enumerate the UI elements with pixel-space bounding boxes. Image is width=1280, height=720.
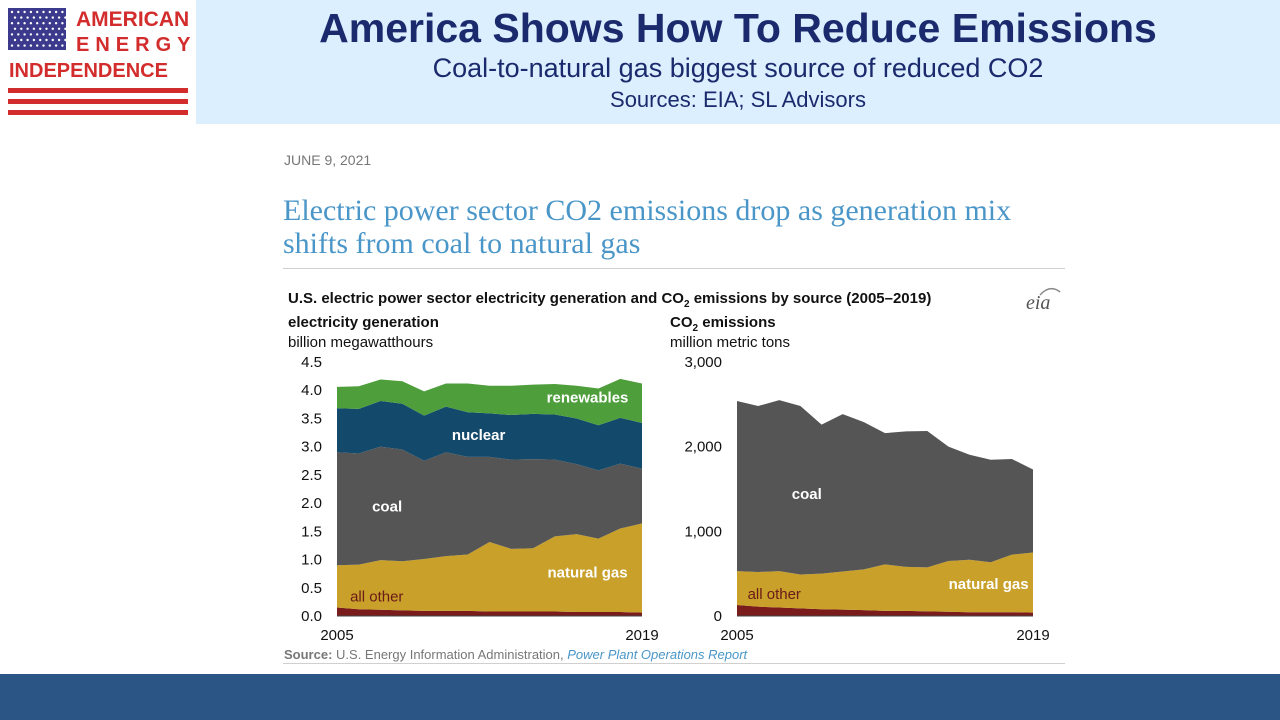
emissions-y-tick-label: 1,000 <box>684 523 722 540</box>
generation-panel-unit: billion megawatthours <box>288 334 434 351</box>
figure-title-prefix: U.S. electric power sector electricity g… <box>288 290 684 307</box>
generation-series-label-natural-gas: natural gas <box>548 565 628 582</box>
flag-stars-icon <box>8 8 66 50</box>
logo-stripe <box>8 99 188 104</box>
emissions-panel-title: CO2 emissions <box>670 314 776 334</box>
generation-area-renewables <box>337 378 642 426</box>
logo-text-independence: INDEPENDENCE <box>9 60 168 82</box>
footer-bar <box>0 674 1280 720</box>
generation-area-all-other <box>337 607 642 616</box>
emissions-area-coal <box>737 400 1033 575</box>
emissions-y-tick-label: 3,000 <box>684 354 722 371</box>
emissions-y-tick-label: 0 <box>714 608 722 625</box>
divider <box>283 663 1065 664</box>
emissions-panel-unit: million metric tons <box>670 334 791 351</box>
generation-y-tick-label: 2.5 <box>301 467 322 484</box>
generation-y-tick-label: 4.0 <box>301 382 322 399</box>
emissions-series-label-all-other: all other <box>748 586 801 603</box>
source-link[interactable]: Power Plant Operations Report <box>567 647 748 662</box>
logo-text-american: AMERICAN <box>76 8 190 31</box>
header-banner: AMERICAN ENERGY INDEPENDENCE America Sho… <box>0 0 1280 124</box>
emissions-y-tick-label: 2,000 <box>684 439 722 456</box>
eia-logo-arc-icon <box>1039 287 1061 296</box>
generation-area-nuclear <box>337 400 642 471</box>
generation-y-tick-label: 0.0 <box>301 608 322 625</box>
logo-stripe <box>8 110 188 115</box>
generation-y-tick-label: 2.0 <box>301 495 322 512</box>
generation-y-tick-label: 4.5 <box>301 354 322 371</box>
generation-series-label-nuclear: nuclear <box>452 427 506 444</box>
page-sources: Sources: EIA; SL Advisors <box>610 87 866 112</box>
divider <box>283 268 1065 269</box>
generation-y-tick-label: 3.0 <box>301 439 322 456</box>
logo-text-energy: ENERGY <box>76 34 197 56</box>
generation-area-coal <box>337 446 642 566</box>
source-text: U.S. Energy Information Administration, <box>332 647 568 662</box>
emissions-series-label-natural-gas: natural gas <box>949 576 1029 593</box>
generation-panel-title: electricity generation <box>288 314 439 331</box>
generation-series-label-renewables: renewables <box>547 390 629 407</box>
page-subtitle: Coal-to-natural gas biggest source of re… <box>432 53 1044 83</box>
emissions-x-tick-label: 2005 <box>720 627 753 644</box>
figure-title-suffix: emissions by source (2005–2019) <box>689 290 932 307</box>
source-label: Source: <box>284 647 333 662</box>
emissions-area-all-other <box>737 604 1033 616</box>
article-date: JUNE 9, 2021 <box>284 152 372 168</box>
eia-logo: eia <box>1026 292 1051 314</box>
generation-y-tick-label: 0.5 <box>301 580 322 597</box>
generation-y-tick-label: 3.5 <box>301 410 322 427</box>
figure-title-subscript: 2 <box>683 299 690 310</box>
page-title: America Shows How To Reduce Emissions <box>319 5 1157 51</box>
american-energy-independence-logo: AMERICAN ENERGY INDEPENDENCE <box>0 0 196 124</box>
source-note: Source: U.S. Energy Information Administ… <box>284 647 747 662</box>
generation-series-label-all-other: all other <box>350 588 403 605</box>
emissions-x-tick-label: 2019 <box>1016 627 1049 644</box>
generation-series-label-coal: coal <box>372 499 402 516</box>
generation-y-tick-label: 1.5 <box>301 523 322 540</box>
figure-title: U.S. electric power sector electricity g… <box>288 290 931 310</box>
generation-x-tick-label: 2019 <box>625 627 658 644</box>
emissions-series-label-coal: coal <box>792 486 822 503</box>
generation-x-tick-label: 2005 <box>320 627 353 644</box>
generation-y-tick-label: 1.0 <box>301 552 322 569</box>
logo-stripe <box>8 88 188 93</box>
article-title: Electric power sector CO2 emissions drop… <box>283 194 1012 260</box>
emissions-area-natural-gas <box>737 552 1033 613</box>
generation-area-natural-gas <box>337 523 642 613</box>
